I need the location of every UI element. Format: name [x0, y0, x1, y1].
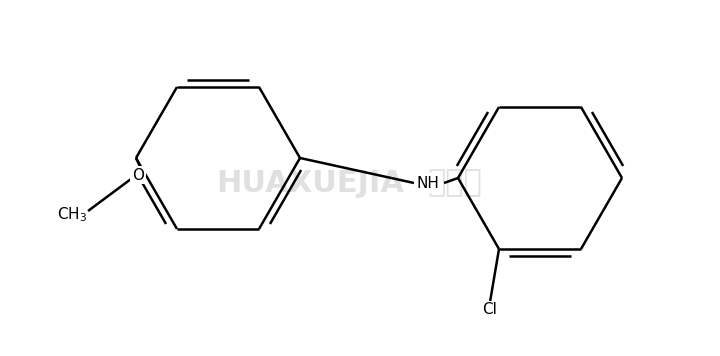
Text: HUAXUEJIA: HUAXUEJIA [216, 168, 404, 198]
Text: CH$_3$: CH$_3$ [57, 206, 87, 224]
Text: Cl: Cl [482, 303, 498, 318]
Text: O: O [132, 168, 144, 183]
Text: NH: NH [417, 176, 439, 190]
Text: 化学加: 化学加 [428, 168, 482, 198]
